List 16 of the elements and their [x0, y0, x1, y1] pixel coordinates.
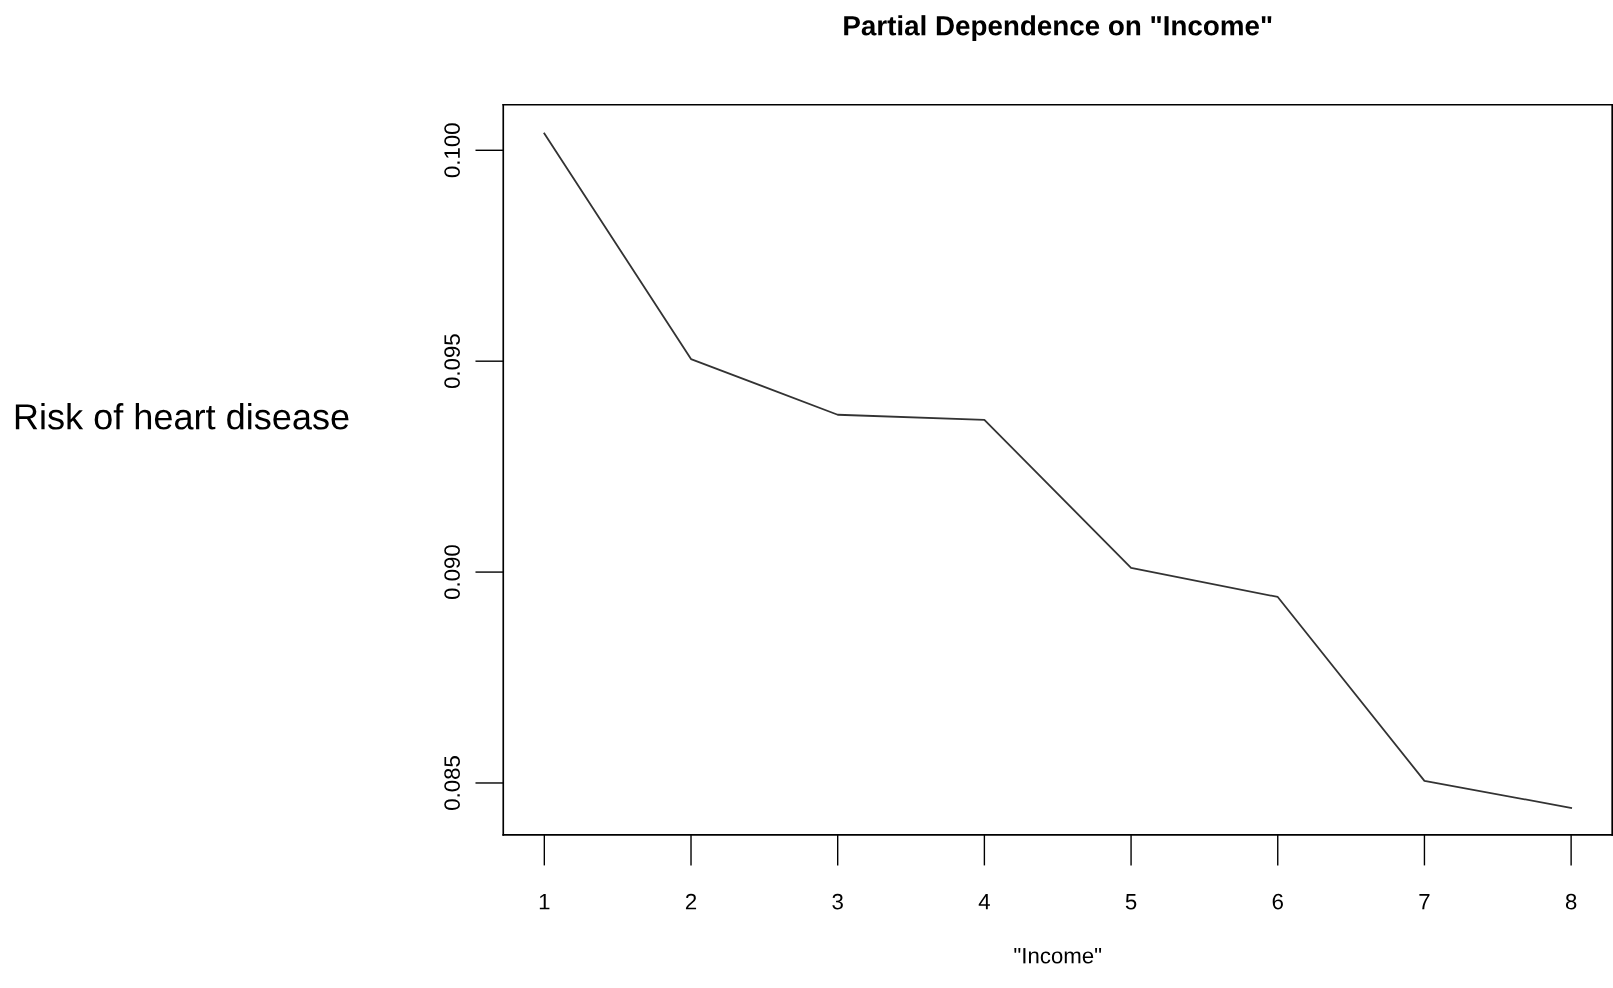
y-axis-title: Risk of heart disease	[15, 403, 349, 430]
x-tick-label: 2	[685, 893, 697, 910]
y-tick-label: 0.090	[444, 545, 460, 600]
x-tick-label: 3	[832, 893, 843, 910]
y-tick-label: 0.085	[444, 756, 460, 810]
x-axis-title: "Income"	[1014, 948, 1102, 964]
chart-title: Partial Dependence on "Income"	[844, 15, 1272, 42]
x-tick-label: 7	[1419, 894, 1430, 910]
line-series	[543, 132, 1573, 809]
y-tick-label: 0.095	[444, 334, 460, 389]
x-tick-label: 1	[539, 894, 550, 910]
y-tick-label: 0.100	[444, 123, 460, 178]
x-tick-label: 4	[978, 894, 990, 910]
x-tick-label: 6	[1272, 893, 1283, 910]
x-tick-label: 8	[1565, 893, 1577, 910]
x-tick-label: 5	[1125, 894, 1137, 910]
